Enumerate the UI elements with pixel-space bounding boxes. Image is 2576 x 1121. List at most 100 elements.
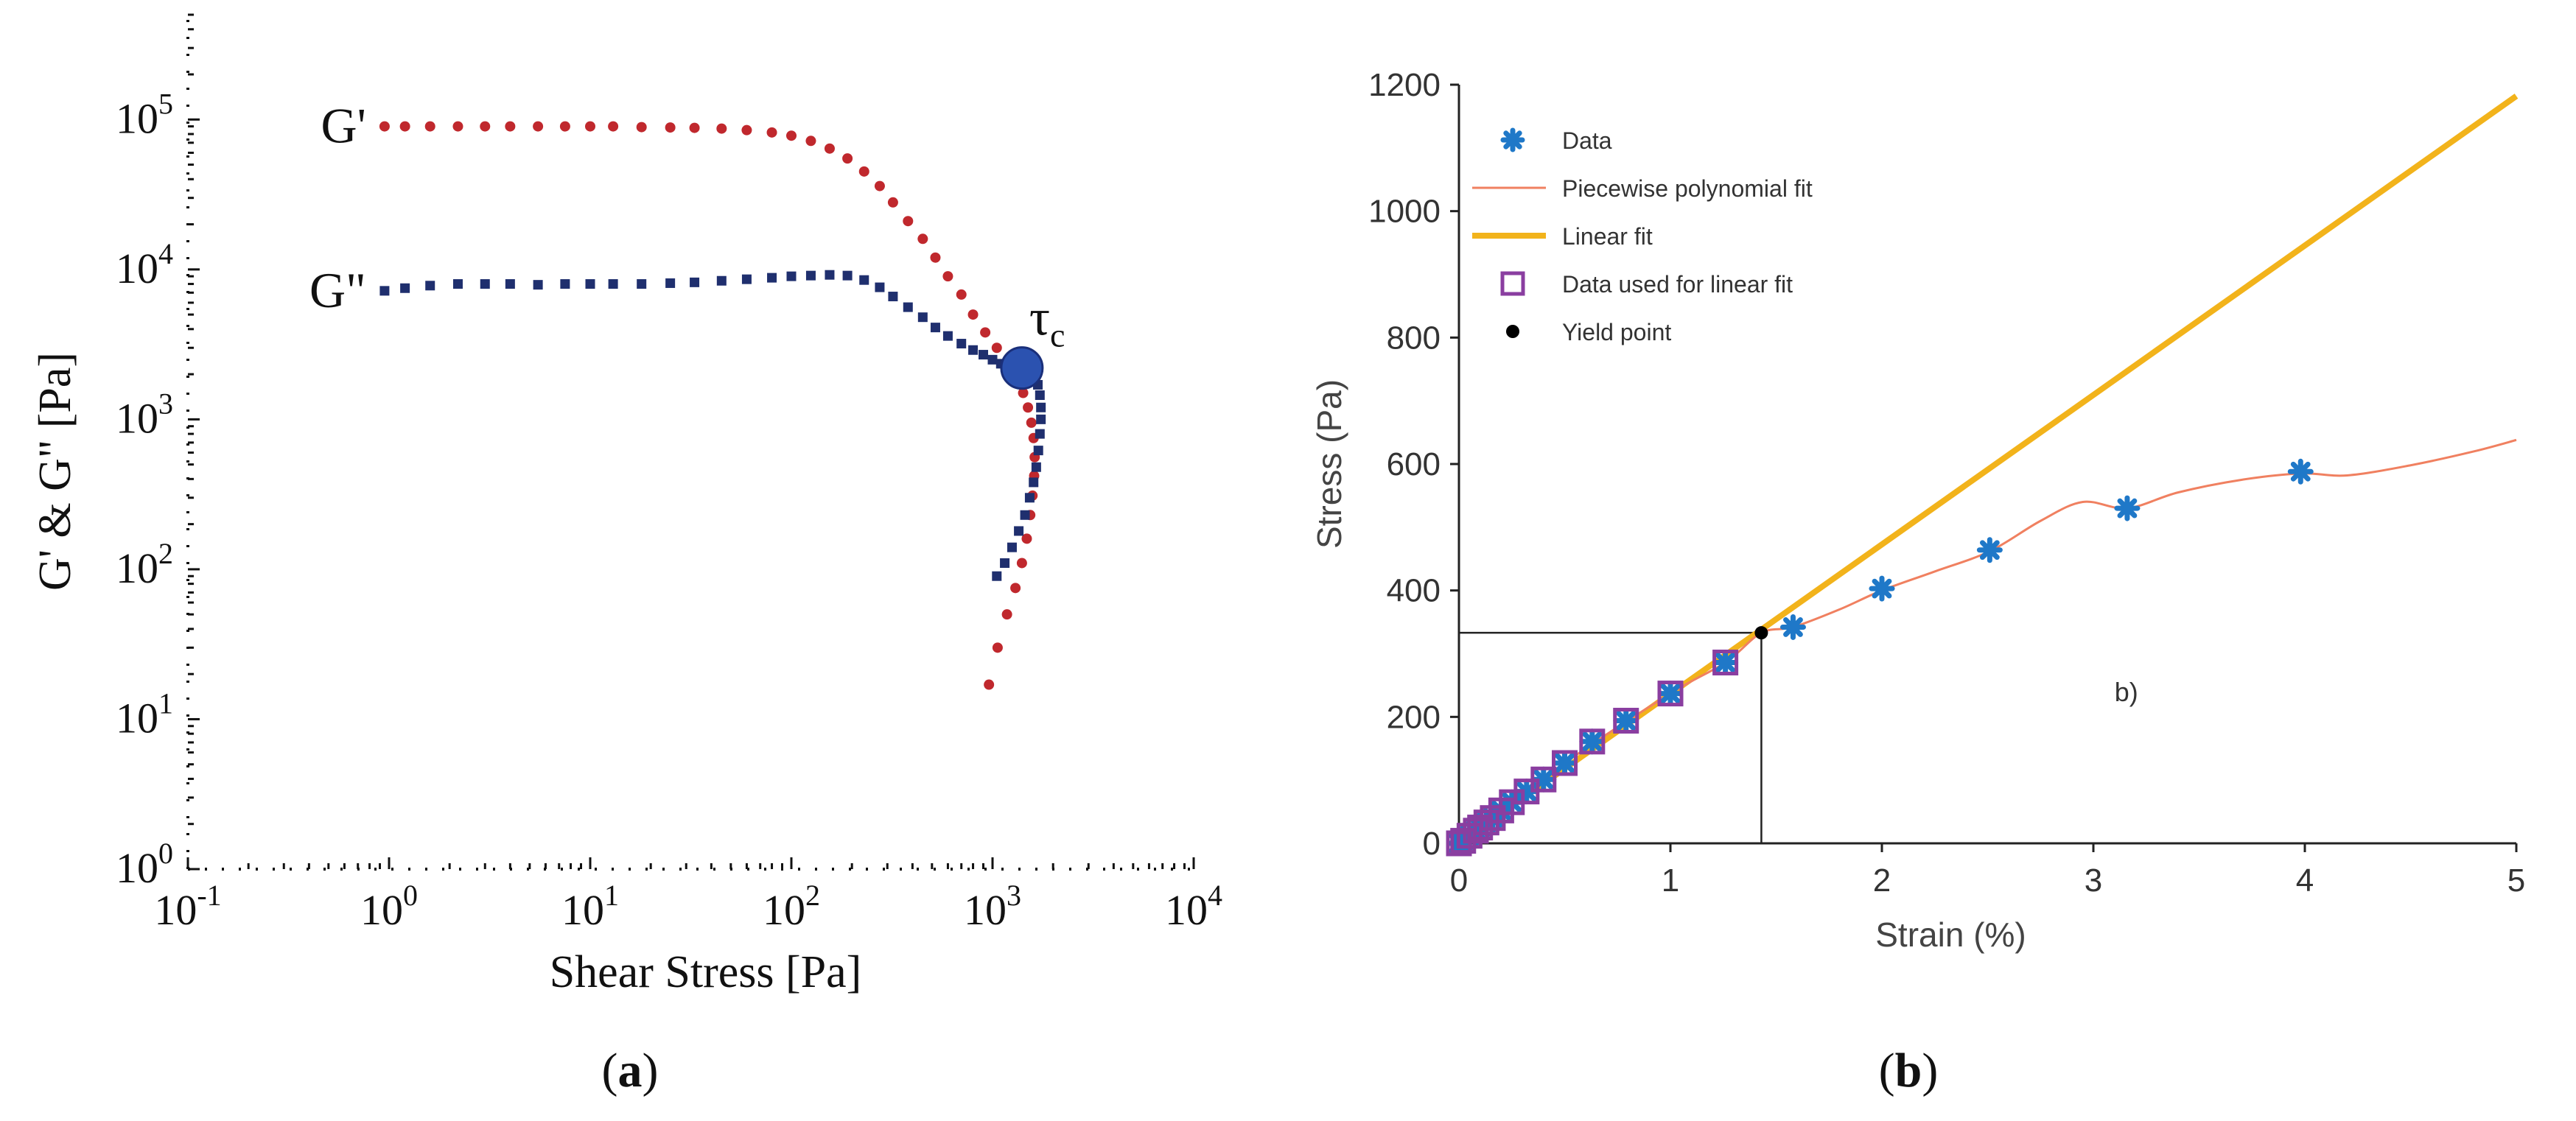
y-tick-label-b: 1200 <box>1368 67 1441 103</box>
data-point <box>1712 650 1739 676</box>
x-tick-label-b: 4 <box>2296 862 2314 899</box>
chart-b: 0 1 2 3 4 5 0 200 400 600 800 1000 1200 Strain (%) Str… <box>1310 67 2525 1097</box>
legend-marker-linear-data <box>1500 271 1525 296</box>
data-point <box>805 270 816 281</box>
data-point <box>1010 583 1021 594</box>
data-point <box>1014 526 1024 536</box>
x-tick-label-b: 5 <box>2507 862 2525 899</box>
data-point <box>875 282 885 292</box>
x-axis-label-b: Strain (%) <box>1875 916 2026 954</box>
data-point <box>2287 458 2314 485</box>
data-point <box>1035 390 1045 401</box>
data-point <box>1018 387 1029 398</box>
data-point <box>956 289 967 300</box>
y-tick-label-b: 0 <box>1423 826 1441 862</box>
data-point <box>425 281 435 291</box>
series-linear-fit-data-points <box>1446 650 1739 857</box>
data-point <box>1029 477 1039 488</box>
data-point <box>560 279 570 289</box>
y-tick-base-a: 10 <box>116 245 158 292</box>
data-point <box>987 354 998 365</box>
y-tick-label-b: 400 <box>1387 573 1441 609</box>
data-point <box>689 122 700 133</box>
data-point <box>956 339 967 349</box>
tau-c-label: τc <box>1029 290 1065 354</box>
y-tick-exp-a: 0 <box>158 837 173 870</box>
asterisk-stroke <box>2117 498 2138 519</box>
series-data-points <box>1446 458 2314 857</box>
data-point <box>1016 558 1027 569</box>
y-tick-exp-a: 4 <box>158 237 173 270</box>
data-point <box>1031 462 1041 472</box>
asterisk-stroke <box>1555 753 1575 773</box>
data-point <box>400 283 410 293</box>
asterisk-stroke <box>1503 130 1522 150</box>
x-tick-label-a: 102 <box>763 879 820 934</box>
x-tick-exp-a: 4 <box>1208 879 1222 912</box>
data-point <box>992 571 1002 581</box>
legend-b: Data Piecewise polynomial fit Linear fit Da… <box>1472 127 1813 345</box>
data-point <box>1036 402 1046 412</box>
data-point <box>1579 728 1606 755</box>
asterisk-stroke <box>1979 540 2000 560</box>
tau-symbol: τ <box>1029 290 1050 347</box>
series-label-g-prime: G' <box>321 98 366 154</box>
data-point <box>1657 681 1684 707</box>
y-tick-exp-a: 5 <box>158 87 173 120</box>
y-tick-exp-a: 1 <box>158 686 173 720</box>
legend-marker-yield <box>1506 325 1519 338</box>
data-point <box>767 273 777 283</box>
data-point <box>716 275 727 286</box>
data-point <box>967 309 979 320</box>
data-point <box>1001 609 1012 620</box>
data-point <box>1020 510 1030 520</box>
asterisk-stroke <box>1660 684 1681 703</box>
data-point <box>1021 533 1032 544</box>
y-tick-base-a: 10 <box>116 94 158 142</box>
data-point <box>766 127 777 138</box>
data-point <box>825 270 835 280</box>
series-g-prime-points <box>379 121 1040 690</box>
y-tick-label-a: 105 <box>116 87 173 142</box>
data-point <box>665 278 676 288</box>
data-point <box>424 121 435 132</box>
inner-label-b: b) <box>2115 677 2138 707</box>
data-point <box>379 286 390 296</box>
y-tick-base-a: 10 <box>116 394 158 442</box>
data-point <box>716 123 727 134</box>
caption-a-letter: a <box>618 1044 643 1097</box>
x-axis-label-a: Shear Stress [Pa] <box>550 947 862 997</box>
data-point <box>1007 542 1017 552</box>
data-point <box>452 279 463 289</box>
y-tick-label-b: 1000 <box>1368 194 1441 230</box>
legend-entry-label: Data <box>1562 127 1612 154</box>
legend-entry-label: Yield point <box>1562 319 1671 345</box>
data-point <box>824 143 835 154</box>
yield-point <box>1754 626 1768 640</box>
data-point <box>585 121 595 132</box>
data-point <box>505 279 515 289</box>
caption-b-close: ) <box>1922 1044 1938 1097</box>
caption-b-open: ( <box>1879 1044 1895 1097</box>
linear-fit-data-point <box>1579 728 1606 755</box>
data-point <box>805 136 816 147</box>
data-point <box>980 327 991 338</box>
asterisk-stroke <box>1783 617 1803 637</box>
data-point <box>452 121 463 132</box>
legend-marker-data <box>1500 127 1525 152</box>
data-point <box>903 216 914 227</box>
data-point <box>858 166 869 177</box>
legend-entry-label: Data used for linear fit <box>1562 271 1793 298</box>
data-point <box>690 277 700 287</box>
data-point <box>1976 537 2003 563</box>
x-tick-base-a: 10 <box>763 886 805 934</box>
piecewise-polynomial-fit-line <box>1458 438 2517 845</box>
data-point <box>1033 446 1043 456</box>
data-point <box>1035 429 1045 439</box>
linear-fit-data-point <box>1613 707 1639 734</box>
x-tick-base-a: 10 <box>360 886 403 934</box>
chart-a: 10-1 100 101 102 103 104100101102103104105She… <box>30 13 1222 1097</box>
data-point <box>741 124 752 136</box>
data-point <box>1023 402 1034 413</box>
asterisk-stroke <box>1715 653 1736 672</box>
